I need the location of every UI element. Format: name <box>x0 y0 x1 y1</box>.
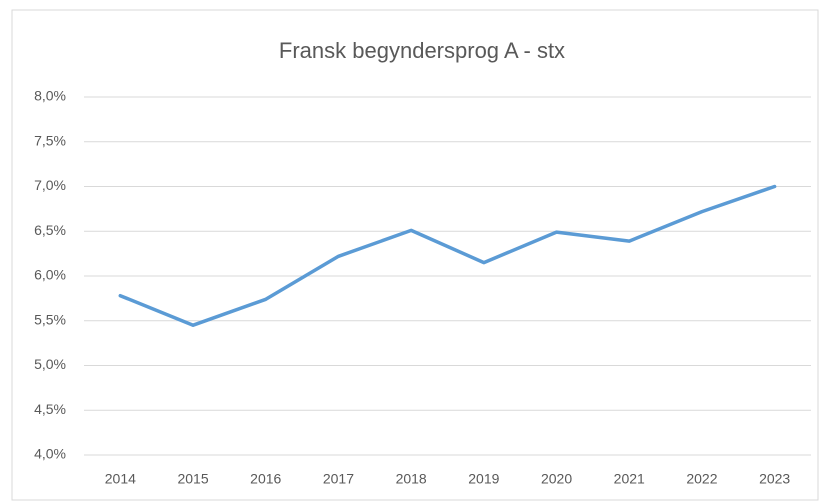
x-tick-label: 2023 <box>759 471 790 487</box>
line-series <box>118 184 777 327</box>
y-tick-label: 7,5% <box>34 132 66 148</box>
y-tick-label: 7,0% <box>34 177 66 193</box>
y-tick-label: 5,5% <box>34 311 66 327</box>
x-tick-label: 2019 <box>468 471 499 487</box>
x-tick-label: 2014 <box>105 471 136 487</box>
x-tick-label: 2018 <box>396 471 427 487</box>
y-tick-label: 6,5% <box>34 222 66 238</box>
x-tick-label: 2022 <box>686 471 717 487</box>
y-tick-label: 4,0% <box>34 446 66 462</box>
x-tick-label: 2020 <box>541 471 572 487</box>
x-tick-label: 2021 <box>614 471 645 487</box>
y-tick-label: 8,0% <box>34 88 66 104</box>
chart-title: Fransk begyndersprog A - stx <box>279 38 565 63</box>
y-tick-label: 5,0% <box>34 356 66 372</box>
x-tick-label: 2015 <box>177 471 208 487</box>
x-tick-label: 2017 <box>323 471 354 487</box>
y-tick-label: 4,5% <box>34 401 66 417</box>
x-tick-label: 2016 <box>250 471 281 487</box>
y-tick-label: 6,0% <box>34 267 66 283</box>
chart-border <box>11 9 819 501</box>
